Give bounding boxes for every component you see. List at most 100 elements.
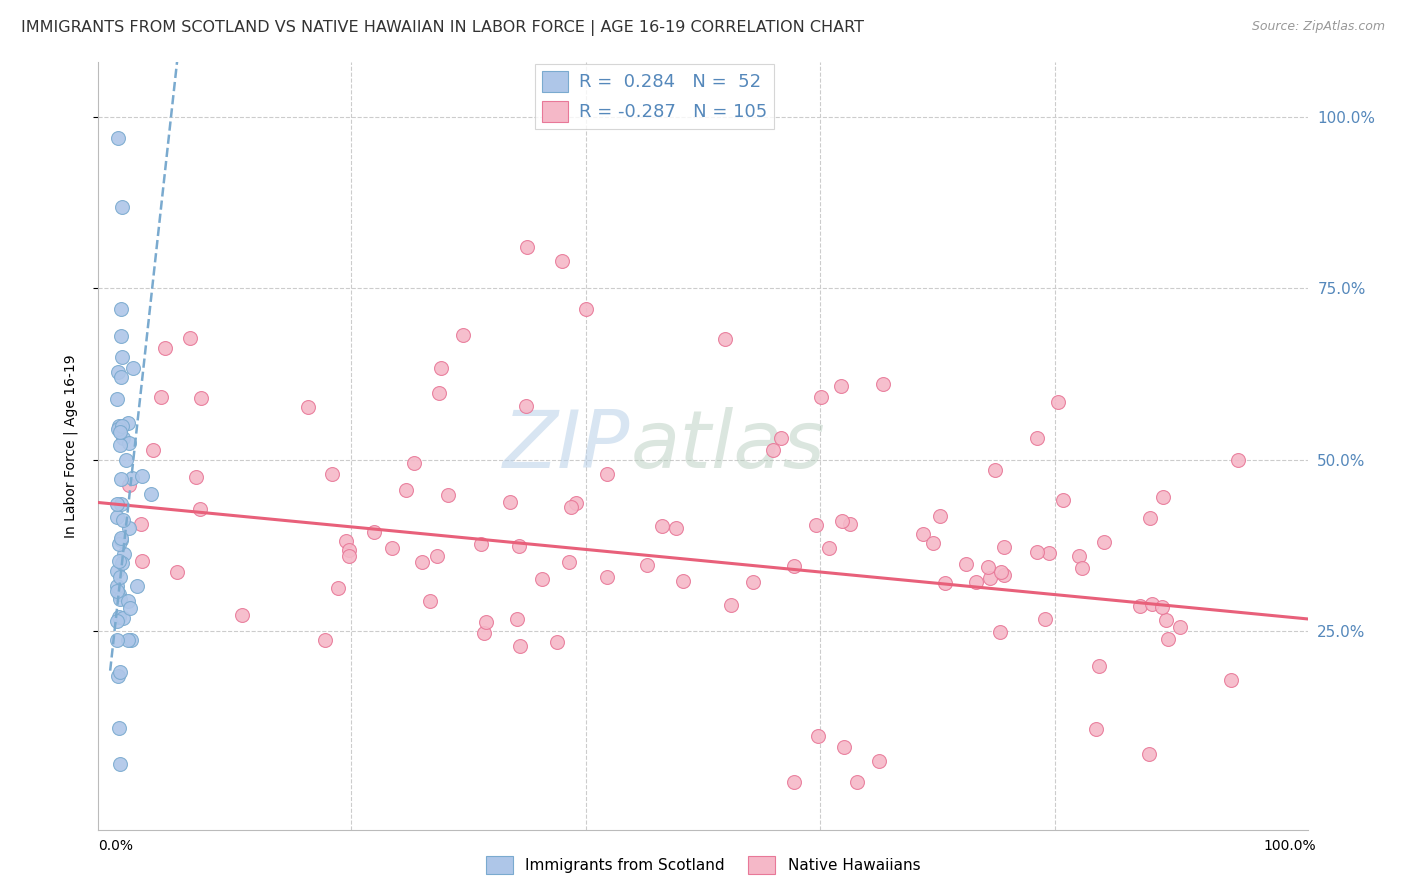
Point xyxy=(120,600,142,615)
Point xyxy=(955,558,977,572)
Point xyxy=(129,517,152,532)
Point xyxy=(1052,492,1074,507)
Point xyxy=(110,497,132,511)
Point xyxy=(337,549,360,564)
Point xyxy=(419,594,441,608)
Point xyxy=(770,431,793,445)
Point xyxy=(560,500,582,514)
Point xyxy=(149,390,172,404)
Point xyxy=(1033,611,1056,625)
Point xyxy=(121,471,143,485)
Point xyxy=(810,390,832,404)
Point xyxy=(509,639,531,653)
Point xyxy=(131,469,153,483)
Point xyxy=(111,200,134,214)
Point xyxy=(720,598,742,612)
Point xyxy=(922,535,945,549)
Point xyxy=(838,516,860,531)
Point xyxy=(782,559,804,574)
Point xyxy=(451,327,474,342)
Point xyxy=(807,729,830,743)
Point xyxy=(817,541,839,555)
Point xyxy=(1038,546,1060,560)
Point xyxy=(105,632,128,647)
Point xyxy=(506,612,529,626)
Point xyxy=(831,514,853,528)
Point xyxy=(118,520,141,534)
Point xyxy=(474,626,496,640)
Point xyxy=(381,541,404,555)
Point xyxy=(404,456,426,470)
Point xyxy=(977,560,1000,574)
Point xyxy=(107,422,129,436)
Point xyxy=(595,467,617,481)
Point xyxy=(1142,597,1164,611)
Point xyxy=(107,668,129,682)
Point xyxy=(112,611,135,625)
Point xyxy=(1046,395,1069,409)
Point xyxy=(1227,453,1250,467)
Point xyxy=(430,360,453,375)
Point xyxy=(142,442,165,457)
Point xyxy=(911,527,934,541)
Point xyxy=(426,549,449,564)
Point xyxy=(934,575,956,590)
Point xyxy=(1152,599,1174,614)
Point xyxy=(118,477,141,491)
Point xyxy=(105,497,128,511)
Point xyxy=(783,774,806,789)
Point xyxy=(179,330,201,344)
Point xyxy=(929,509,952,524)
Point xyxy=(141,487,163,501)
Point xyxy=(993,540,1015,554)
Legend: Immigrants from Scotland, Native Hawaiians: Immigrants from Scotland, Native Hawaiia… xyxy=(479,850,927,880)
Y-axis label: In Labor Force | Age 16-19: In Labor Force | Age 16-19 xyxy=(63,354,77,538)
Point xyxy=(335,534,357,549)
Point xyxy=(990,566,1012,580)
Point xyxy=(988,624,1011,639)
Point xyxy=(105,579,128,593)
Point xyxy=(846,774,869,789)
Point xyxy=(1154,613,1177,627)
Point xyxy=(190,391,212,405)
Point xyxy=(110,301,132,316)
Point xyxy=(651,519,673,533)
Point xyxy=(166,565,188,579)
Point xyxy=(110,329,132,343)
Point xyxy=(184,469,207,483)
Point xyxy=(832,740,855,755)
Point xyxy=(762,442,785,457)
Point xyxy=(326,581,349,595)
Point xyxy=(112,547,135,561)
Point xyxy=(105,392,128,406)
Point xyxy=(1071,561,1094,575)
Point xyxy=(508,539,530,553)
Point xyxy=(107,365,129,379)
Text: atlas: atlas xyxy=(630,407,825,485)
Point xyxy=(110,556,132,570)
Point xyxy=(470,537,492,551)
Point xyxy=(112,513,135,527)
Point xyxy=(131,554,153,568)
Point xyxy=(188,502,211,516)
Point xyxy=(437,488,460,502)
Text: IMMIGRANTS FROM SCOTLAND VS NATIVE HAWAIIAN IN LABOR FORCE | AGE 16-19 CORRELATI: IMMIGRANTS FROM SCOTLAND VS NATIVE HAWAI… xyxy=(21,20,865,36)
Point xyxy=(108,587,131,601)
Point xyxy=(117,416,139,430)
Point xyxy=(872,377,894,392)
Point xyxy=(1157,632,1180,647)
Point xyxy=(108,757,131,772)
Point xyxy=(530,572,553,586)
Point xyxy=(108,537,131,551)
Point xyxy=(122,360,145,375)
Point xyxy=(565,496,588,510)
Point xyxy=(1220,673,1243,688)
Point xyxy=(107,610,129,624)
Point xyxy=(108,438,131,452)
Point xyxy=(1152,491,1174,505)
Point xyxy=(714,332,737,346)
Point xyxy=(114,452,136,467)
Point xyxy=(636,558,658,572)
Point xyxy=(363,524,385,539)
Point xyxy=(965,574,987,589)
